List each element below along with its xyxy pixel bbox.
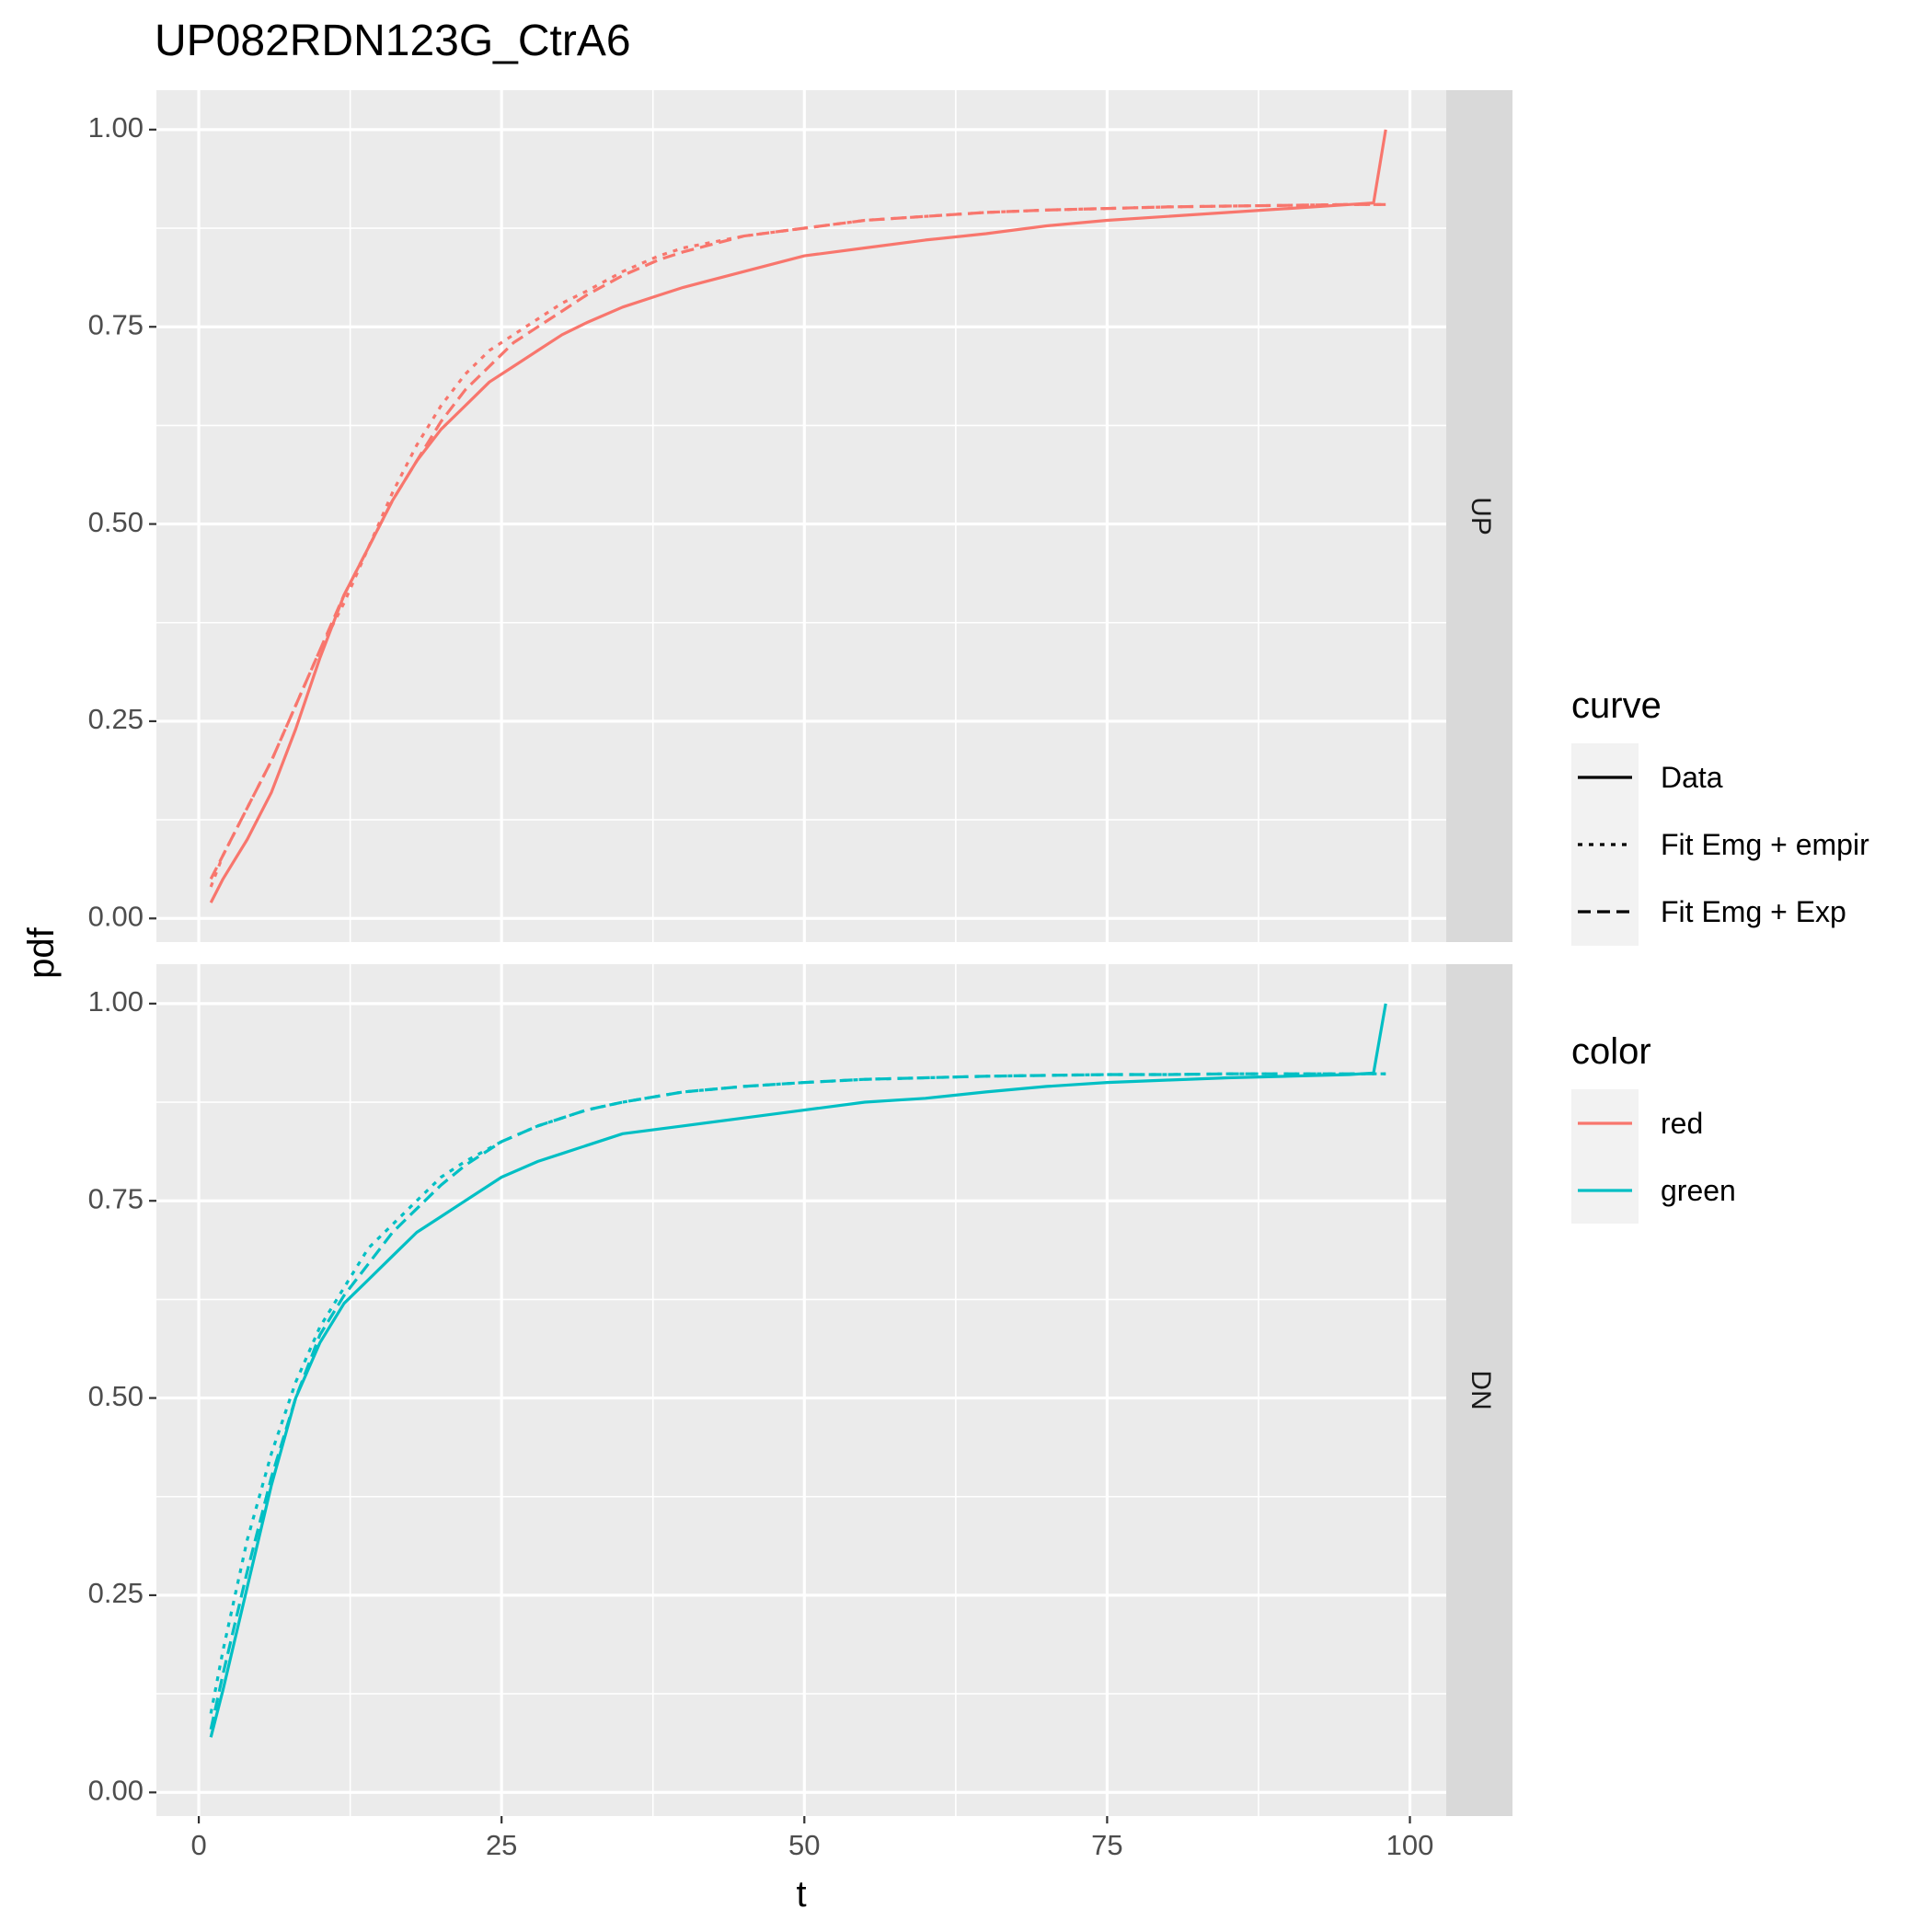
y-tick-label: 0.00 — [88, 900, 144, 932]
legend-color-keys-background — [1571, 1089, 1639, 1224]
y-tick-label: 0.50 — [88, 1380, 144, 1412]
legend-entry-red: red — [1661, 1107, 1703, 1140]
y-tick-label: 0.50 — [88, 506, 144, 538]
x-tick-label: 75 — [1091, 1829, 1122, 1861]
panel-dn-background — [156, 964, 1446, 1816]
strip-dn-label: DN — [1466, 1370, 1496, 1409]
y-tick-label: 0.25 — [88, 1577, 144, 1609]
x-tick-label: 100 — [1386, 1829, 1434, 1861]
y-tick-label: 1.00 — [88, 111, 144, 144]
y-tick-label: 1.00 — [88, 985, 144, 1018]
legend-curve-keys — [1578, 776, 1632, 914]
legend-curve-title: curve — [1571, 685, 1662, 726]
panel-dn-series — [209, 1003, 1387, 1738]
strip-dn — [1446, 964, 1512, 1816]
legend-entry-fit-emg-exp: Fit Emg + Exp — [1661, 895, 1846, 928]
panel-up-background — [156, 90, 1446, 942]
strip-up-label: UP — [1466, 497, 1496, 535]
legend-curve: curve Data Fit Emg + empir Fit Emg + Exp — [1571, 685, 1869, 946]
y-tick-label: 0.75 — [88, 1182, 144, 1214]
legend-color-keys — [1578, 1121, 1632, 1192]
x-tick-label: 50 — [788, 1829, 820, 1861]
panel-up-grid — [156, 90, 1446, 942]
legend-entry-data: Data — [1661, 761, 1723, 794]
x-axis-label: t — [796, 1874, 806, 1915]
legend-entry-green: green — [1661, 1174, 1736, 1207]
y-tick-label: 0.00 — [88, 1774, 144, 1806]
y-axis-label: pdf — [21, 926, 62, 978]
x-tick-label: 0 — [190, 1829, 206, 1861]
x-tick-label: 25 — [486, 1829, 517, 1861]
strip-up — [1446, 90, 1512, 942]
chart-title: UP082RDN123G_CtrA6 — [155, 17, 631, 65]
y-tick-label: 0.25 — [88, 703, 144, 735]
panel-dn-y-axis: 0.00 0.25 0.50 0.75 1.00 — [88, 985, 156, 1806]
panel-up-y-axis: 0.00 0.25 0.50 0.75 1.00 — [88, 111, 156, 932]
series-line-dn-data — [209, 1003, 1387, 1738]
y-tick-label: 0.75 — [88, 308, 144, 340]
series-line-dn-fit-emg-exp — [209, 1072, 1386, 1731]
series-line-up-fit-emg-exp — [209, 202, 1386, 880]
panel-dn: DN 0.00 0.25 0.50 0.75 1.00 — [88, 964, 1512, 1816]
panel-dn-grid — [156, 964, 1446, 1816]
legend-color-title: color — [1571, 1031, 1651, 1072]
panel-up-series — [209, 129, 1387, 903]
panel-up: UP 0.00 0.25 0.50 0.75 1.00 — [88, 90, 1512, 942]
x-axis: 0 25 50 75 100 — [190, 1816, 1433, 1861]
legend-color: color red green — [1571, 1031, 1736, 1224]
series-line-up-fit-emg-empir — [209, 202, 1386, 888]
legend-entry-fit-emg-empir: Fit Emg + empir — [1661, 828, 1869, 861]
